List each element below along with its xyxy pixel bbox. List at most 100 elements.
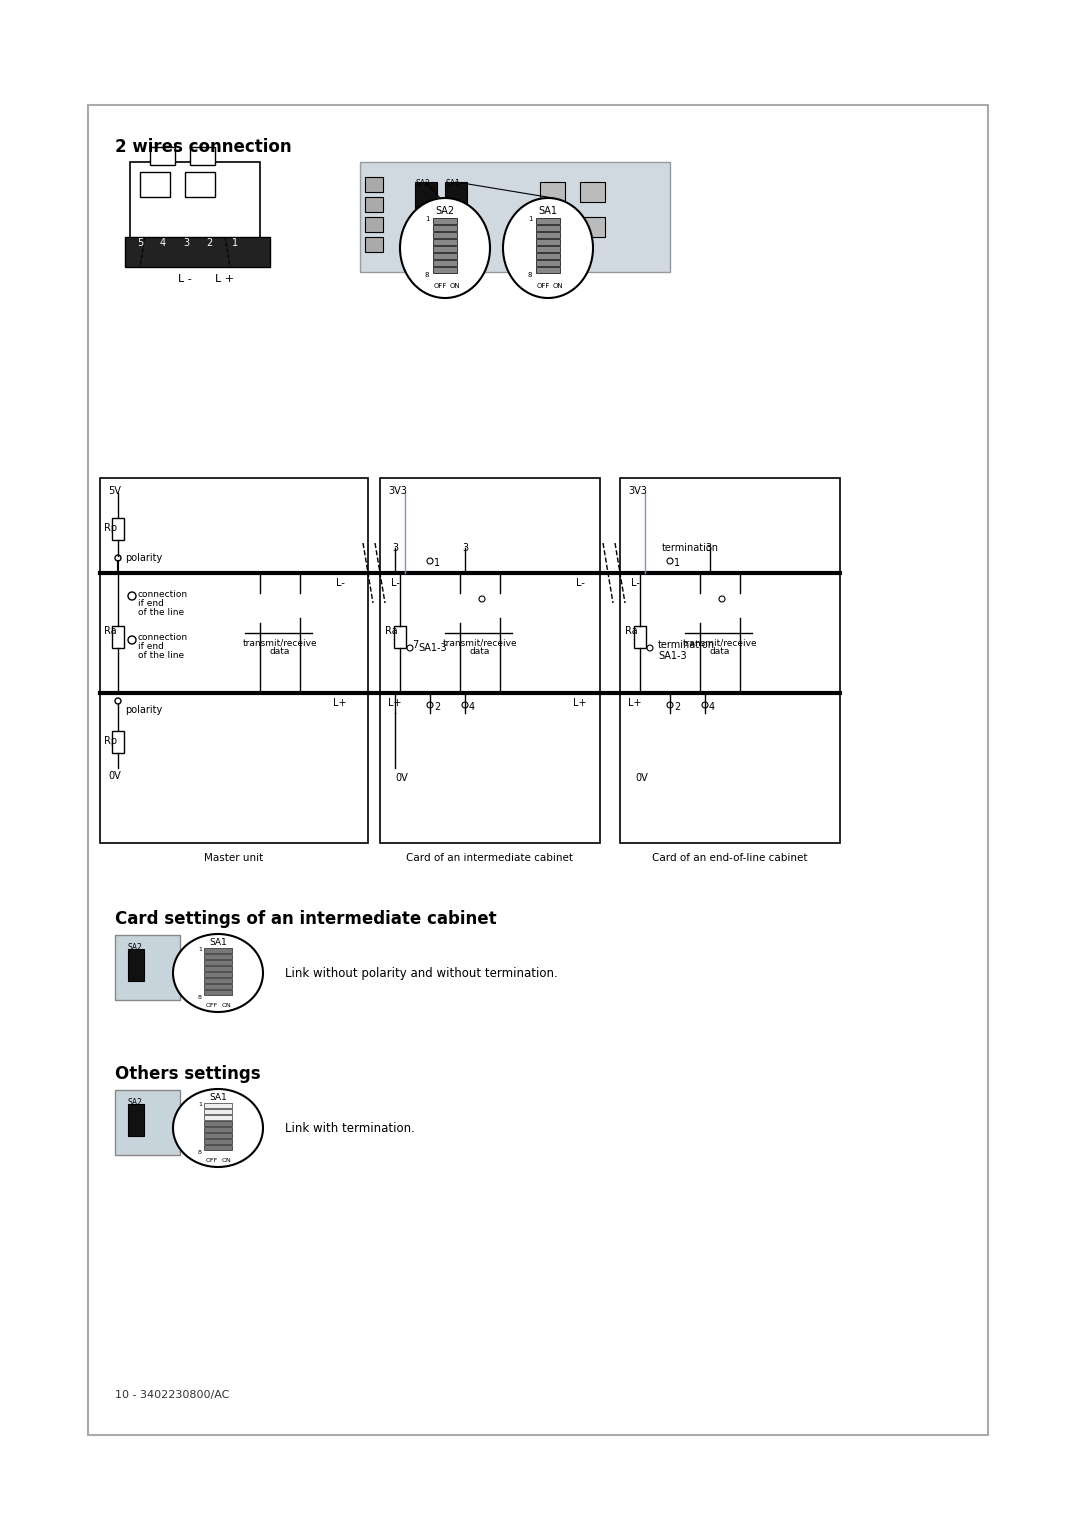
Bar [204,990,232,995]
Text: 3V3: 3V3 [388,486,407,497]
Bar [140,173,170,197]
Circle shape [201,244,217,260]
Text: 4: 4 [708,701,715,712]
Text: Ra: Ra [625,626,637,636]
Text: 1: 1 [232,238,238,248]
Bar [433,246,457,252]
Bar [129,1105,144,1135]
Bar [445,182,467,217]
Text: if end: if end [138,642,164,651]
Bar [114,1089,180,1155]
Text: 5: 5 [137,238,144,248]
Text: 2: 2 [674,701,680,712]
Bar [540,217,565,237]
Bar [204,1132,232,1138]
Bar [433,260,457,266]
Text: if end: if end [138,599,164,608]
Text: data: data [270,646,291,656]
Text: 1: 1 [198,1102,202,1106]
Text: OFF: OFF [433,283,447,289]
Text: 1: 1 [674,558,680,568]
Bar [536,254,561,260]
Text: Others settings: Others settings [114,1065,260,1083]
Bar [204,972,232,976]
Text: Rp: Rp [104,736,117,746]
Text: 4: 4 [160,238,166,248]
Bar [204,1128,232,1132]
Bar [204,1144,232,1151]
Text: L-: L- [391,578,400,588]
Text: 8: 8 [528,272,532,278]
Text: L+: L+ [629,698,642,707]
Text: 8: 8 [198,1151,202,1155]
Text: 2 wires connection: 2 wires connection [114,138,292,156]
Bar [536,267,561,274]
Text: 2: 2 [434,701,441,712]
Bar [580,217,605,237]
Text: 3V3: 3V3 [627,486,647,497]
Bar [185,173,215,197]
Bar [87,105,988,1435]
Bar [112,730,124,753]
Text: 2: 2 [206,238,212,248]
Text: connection: connection [138,633,188,642]
Bar [380,478,600,843]
Bar [365,177,383,193]
Bar [114,935,180,999]
Text: 1: 1 [434,558,441,568]
Bar [433,225,457,231]
Bar [204,978,232,983]
Circle shape [227,244,243,260]
Bar [125,237,270,267]
Text: L+: L+ [334,698,347,707]
Text: Card settings of an intermediate cabinet: Card settings of an intermediate cabinet [114,911,497,927]
Text: OFF: OFF [537,283,550,289]
Text: transmit/receive: transmit/receive [443,639,517,646]
Bar [433,238,457,244]
Bar [536,246,561,252]
Text: L-: L- [576,578,584,588]
Text: L-: L- [631,578,639,588]
Text: SA2: SA2 [416,179,431,188]
Text: 1: 1 [198,947,202,952]
Bar [190,147,215,165]
Text: 7: 7 [411,640,418,649]
Text: SA1-3: SA1-3 [658,651,687,662]
Text: transmit/receive: transmit/receive [243,639,318,646]
Ellipse shape [173,934,264,1012]
Text: Ra: Ra [384,626,397,636]
Text: 0V: 0V [635,773,648,782]
Bar [536,225,561,231]
Text: of the line: of the line [138,651,184,660]
Bar [204,947,232,953]
Text: ON: ON [553,283,564,289]
Text: 0V: 0V [108,772,121,781]
Bar [129,949,144,981]
Ellipse shape [400,199,490,298]
Bar [365,197,383,212]
Text: Ra: Ra [104,626,117,636]
Text: data: data [470,646,490,656]
Text: SA1: SA1 [539,206,557,215]
Text: L+: L+ [573,698,586,707]
Ellipse shape [503,199,593,298]
Text: L -: L - [178,274,192,284]
Text: polarity: polarity [125,704,162,715]
Bar [536,219,561,225]
Bar [433,267,457,274]
Bar [540,182,565,202]
Text: 1: 1 [528,215,532,222]
Text: data: data [710,646,730,656]
Text: 8: 8 [424,272,429,278]
Bar [112,518,124,539]
Bar [433,232,457,238]
Bar [433,219,457,225]
Text: 1: 1 [424,215,429,222]
Bar [130,162,260,241]
Text: 3: 3 [462,542,468,553]
Text: SA1-3: SA1-3 [418,643,447,652]
Circle shape [156,244,171,260]
Bar [150,147,175,165]
Bar [204,960,232,966]
Text: 3: 3 [705,542,711,553]
